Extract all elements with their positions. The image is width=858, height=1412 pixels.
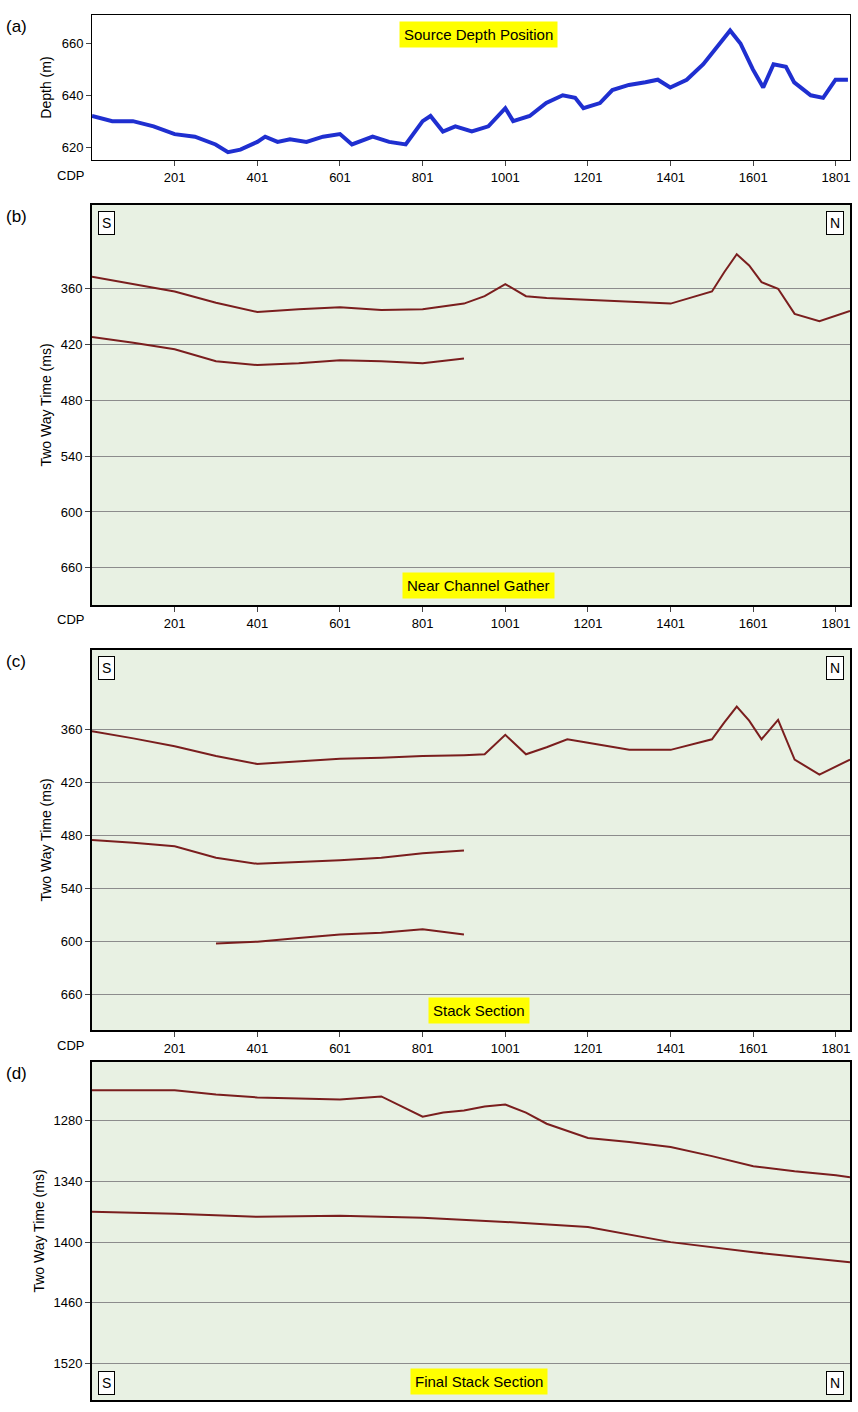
- svg-text:201: 201: [164, 1041, 186, 1056]
- svg-text:Two Way Time (ms): Two Way Time (ms): [31, 1169, 47, 1292]
- svg-text:1801: 1801: [821, 1041, 850, 1056]
- svg-text:601: 601: [329, 616, 351, 631]
- svg-text:660: 660: [62, 36, 84, 51]
- svg-text:1201: 1201: [574, 616, 603, 631]
- svg-text:N: N: [830, 1375, 840, 1391]
- svg-text:1801: 1801: [821, 616, 850, 631]
- svg-text:600: 600: [61, 505, 83, 520]
- svg-text:1201: 1201: [574, 170, 603, 185]
- svg-text:Two Way Time (ms): Two Way Time (ms): [38, 778, 54, 901]
- svg-text:420: 420: [61, 775, 83, 790]
- svg-text:1460: 1460: [53, 1295, 82, 1310]
- svg-text:1601: 1601: [739, 1041, 768, 1056]
- svg-text:Depth (m): Depth (m): [38, 56, 54, 118]
- svg-text:801: 801: [412, 616, 434, 631]
- svg-text:CDP: CDP: [57, 612, 84, 627]
- svg-text:540: 540: [61, 881, 83, 896]
- svg-text:N: N: [830, 215, 840, 231]
- svg-text:S: S: [102, 215, 111, 231]
- svg-text:201: 201: [164, 616, 186, 631]
- svg-text:1601: 1601: [739, 616, 768, 631]
- svg-text:401: 401: [246, 170, 268, 185]
- svg-text:600: 600: [61, 934, 83, 949]
- svg-text:S: S: [102, 660, 111, 676]
- svg-text:Two Way Time (ms): Two Way Time (ms): [38, 343, 54, 466]
- svg-text:Source Depth Position: Source Depth Position: [404, 26, 553, 43]
- svg-text:(a): (a): [6, 17, 27, 36]
- svg-text:360: 360: [61, 281, 83, 296]
- svg-text:420: 420: [61, 337, 83, 352]
- svg-text:401: 401: [246, 616, 268, 631]
- svg-text:Near Channel Gather: Near Channel Gather: [407, 577, 550, 594]
- svg-text:801: 801: [412, 1041, 434, 1056]
- svg-text:601: 601: [329, 1041, 351, 1056]
- svg-text:S: S: [102, 1375, 111, 1391]
- svg-text:1401: 1401: [656, 1041, 685, 1056]
- svg-text:620: 620: [62, 140, 84, 155]
- svg-text:(d): (d): [6, 1064, 27, 1083]
- svg-text:1601: 1601: [739, 170, 768, 185]
- svg-text:1401: 1401: [656, 616, 685, 631]
- svg-text:480: 480: [61, 828, 83, 843]
- svg-text:Stack Section: Stack Section: [433, 1002, 525, 1019]
- svg-text:1400: 1400: [53, 1235, 82, 1250]
- svg-text:CDP: CDP: [57, 1038, 84, 1053]
- svg-text:CDP: CDP: [57, 168, 84, 183]
- svg-text:360: 360: [61, 722, 83, 737]
- svg-text:660: 660: [61, 987, 83, 1002]
- svg-text:1340: 1340: [53, 1174, 82, 1189]
- svg-text:401: 401: [246, 1041, 268, 1056]
- svg-text:480: 480: [61, 393, 83, 408]
- svg-text:1401: 1401: [656, 170, 685, 185]
- svg-text:1280: 1280: [53, 1113, 82, 1128]
- svg-text:801: 801: [412, 170, 434, 185]
- svg-text:201: 201: [164, 170, 186, 185]
- svg-text:1520: 1520: [53, 1356, 82, 1371]
- svg-text:540: 540: [61, 449, 83, 464]
- svg-text:N: N: [830, 660, 840, 676]
- svg-text:(c): (c): [6, 652, 26, 671]
- svg-text:1001: 1001: [491, 1041, 520, 1056]
- svg-text:Final Stack Section: Final Stack Section: [415, 1373, 543, 1390]
- svg-text:1001: 1001: [491, 616, 520, 631]
- svg-text:660: 660: [61, 560, 83, 575]
- svg-text:640: 640: [62, 88, 84, 103]
- svg-text:601: 601: [329, 170, 351, 185]
- svg-text:1201: 1201: [574, 1041, 603, 1056]
- svg-text:1001: 1001: [491, 170, 520, 185]
- svg-text:1801: 1801: [821, 170, 850, 185]
- svg-text:(b): (b): [6, 207, 27, 226]
